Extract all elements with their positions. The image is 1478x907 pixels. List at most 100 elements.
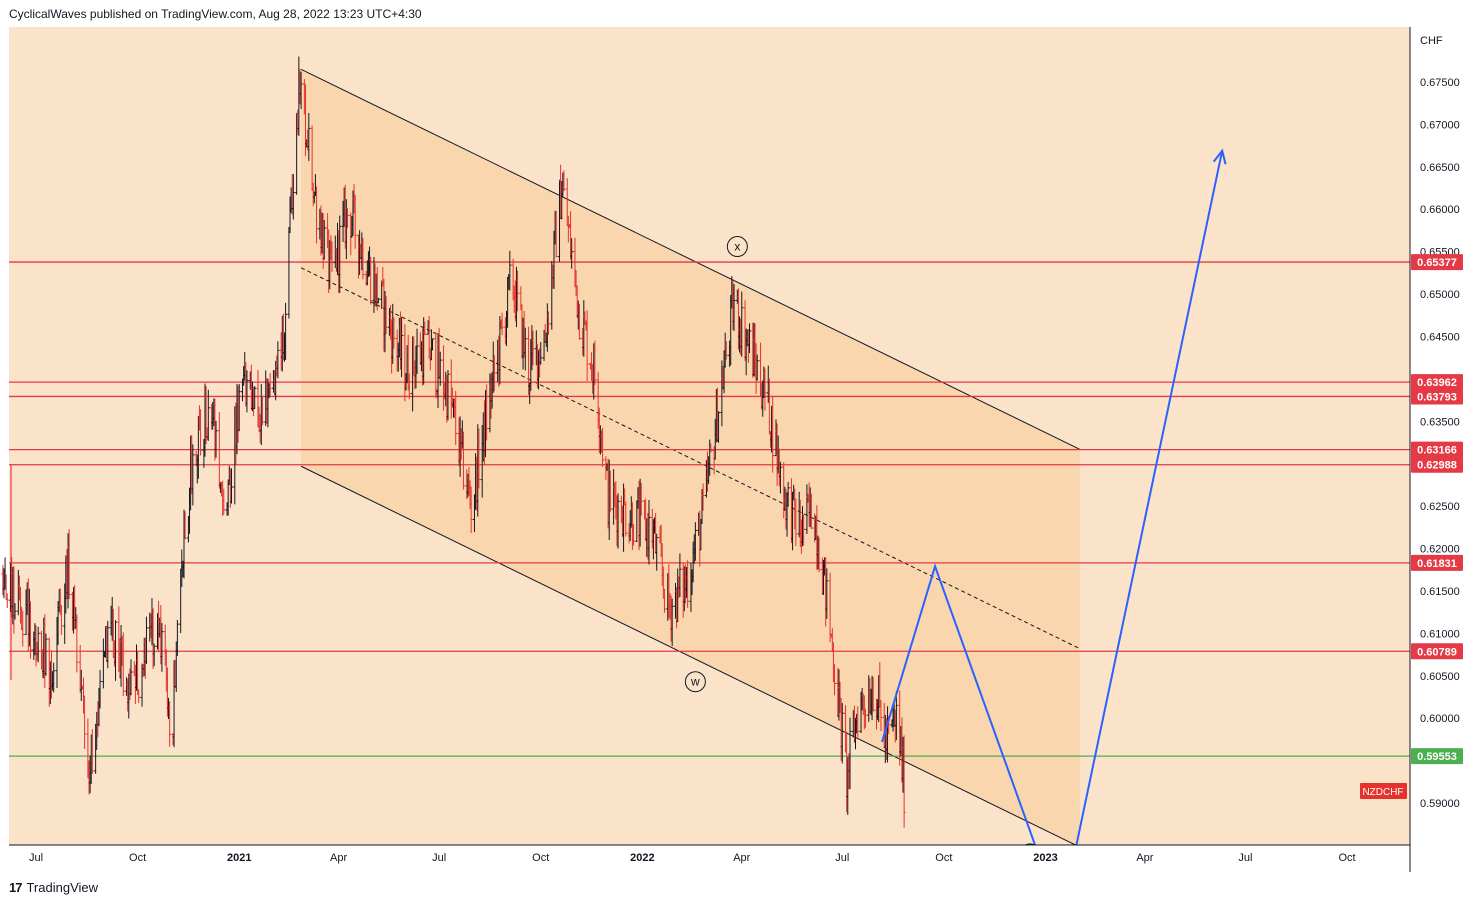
ohlc-bar [833,664,837,696]
ohlc-bar [662,588,666,613]
ohlc-bar [229,468,233,504]
ohlc-bar [206,389,210,441]
ohlc-bar [345,207,349,228]
x-tick-label: Oct [129,852,146,864]
wave-circle-x [726,236,748,258]
ohlc-bar [717,411,721,443]
ohlc-bar [260,395,264,426]
y-tick-label: 0.59000 [1420,798,1460,810]
ohlc-bar [740,291,744,357]
ohlc-bar [175,619,179,656]
y-tick-label: 0.61000 [1420,628,1460,640]
price-tag-label: 0.60789 [1417,646,1457,658]
x-tick-label: Jul [29,852,43,864]
ohlc-bar [802,514,806,546]
ohlc-bar [786,481,790,506]
ohlc-bar [268,372,272,397]
y-tick-label: 0.64500 [1420,331,1460,343]
ohlc-bar [817,537,821,573]
ohlc-bar [307,113,311,161]
price-tag-label: 0.63166 [1417,445,1457,457]
ohlc-bar [655,533,659,571]
ohlc-bar [771,396,775,473]
y-tick-label: 0.66000 [1420,204,1460,216]
ohlc-bar [384,295,388,334]
channel-fill [301,69,1080,848]
ohlc-bar [701,483,705,511]
price-tag-box [1411,643,1463,660]
ohlc-bar [825,568,829,619]
ohlc-bar [639,482,643,516]
ohlc-bar [577,304,581,340]
ohlc-bar [523,327,527,371]
ohlc-bar [214,420,218,458]
ohlc-bar [794,498,798,547]
ohlc-bar [732,284,736,332]
ohlc-bar [400,317,404,378]
ohlc-bar [75,614,79,673]
ohlc-bar [492,355,496,392]
ohlc-bar [601,427,605,467]
x-tick-label: Apr [330,852,347,864]
ohlc-bar [160,623,164,672]
ohlc-bar [28,601,32,659]
ohlc-bar [879,700,883,731]
x-tick-label: 2023 [1033,852,1057,864]
price-tag-box [1411,441,1463,458]
ohlc-bar [392,317,396,349]
symbol-tag-box [1360,783,1407,799]
ohlc-bar [144,616,148,665]
channel-upper-line [300,68,1080,450]
ohlc-bar [516,270,520,312]
x-tick-label: Oct [532,852,549,864]
footer: 17 TradingView [9,880,98,895]
ohlc-bar [284,302,288,360]
ohlc-bar [369,256,373,305]
ohlc-bar [469,486,473,534]
symbol-tag-label: NZDCHF [1362,787,1403,798]
ohlc-bar [531,330,535,366]
ohlc-bar [415,328,419,374]
ohlc-bar [253,385,257,410]
ohlc-bar [508,250,512,291]
ohlc-bar [678,553,682,597]
ohlc-bar [5,593,9,609]
y-tick-label: 0.61500 [1420,586,1460,598]
ohlc-bar [608,470,612,512]
ohlc-bar [137,689,141,704]
ohlc-bar [693,522,697,561]
wave-label-w: w [690,675,700,689]
x-tick-label: Oct [1338,852,1355,864]
ohlc-bar [747,323,751,354]
ohlc-bar [114,620,118,681]
x-tick-label: Apr [733,852,750,864]
ohlc-bar [848,717,852,790]
ohlc-bar [647,500,651,565]
x-tick-label: Jul [1238,852,1252,864]
y-tick-label: 0.62000 [1420,544,1460,556]
ohlc-bar [871,677,875,712]
y-tick-label: 0.65000 [1420,289,1460,301]
price-tag-box [1411,554,1463,571]
ohlc-bar [338,215,342,293]
ohlc-bar [431,338,435,351]
ohlc-bar [423,321,427,336]
y-tick-label: 0.60000 [1420,713,1460,725]
ohlc-bar [763,368,767,411]
price-tag-label: 0.63962 [1417,377,1457,389]
ohlc-bar [291,174,295,220]
ohlc-bar [376,297,380,304]
ohlc-bar [407,373,411,400]
price-tag-label: 0.65377 [1417,257,1457,269]
footer-brand: TradingView [26,880,99,895]
price-tag-label: 0.61831 [1417,558,1457,570]
ohlc-bar [353,194,357,249]
ohlc-bar [237,384,241,432]
ohlc-bar [315,186,319,244]
ohlc-bar [168,701,172,747]
price-tag-box [1411,748,1463,765]
ohlc-bar [554,211,558,258]
ohlc-bar [36,626,40,663]
ohlc-bars-layer [1,56,906,828]
